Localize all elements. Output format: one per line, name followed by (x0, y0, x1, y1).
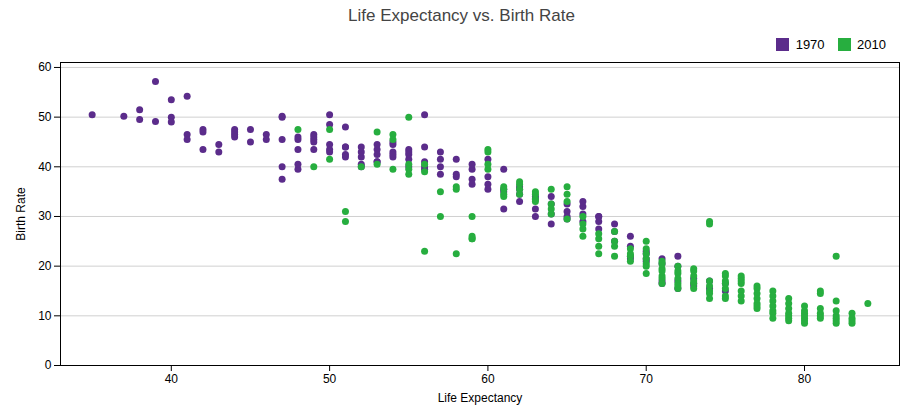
svg-text:80: 80 (798, 372, 812, 386)
svg-text:Life Expectancy: Life Expectancy (438, 391, 523, 405)
html-text:1970: 1970 (795, 37, 825, 52)
svg-text:0: 0 (45, 358, 52, 372)
svg-text:50: 50 (38, 110, 52, 124)
svg-text:10: 10 (38, 309, 52, 323)
svg-text:40: 40 (165, 372, 179, 386)
svg-text:70: 70 (640, 372, 654, 386)
svg-text:Birth Rate: Birth Rate (14, 187, 28, 241)
svg-text:60: 60 (38, 60, 52, 74)
html-text:Life Expectancy vs. Birth Rate: Life Expectancy vs. Birth Rate (348, 6, 575, 25)
svg-text:60: 60 (481, 372, 495, 386)
svg-text:50: 50 (323, 372, 337, 386)
html-text:2010: 2010 (857, 37, 886, 52)
svg-text:40: 40 (38, 160, 52, 174)
svg-text:30: 30 (38, 209, 52, 223)
svg-text:20: 20 (38, 259, 52, 273)
